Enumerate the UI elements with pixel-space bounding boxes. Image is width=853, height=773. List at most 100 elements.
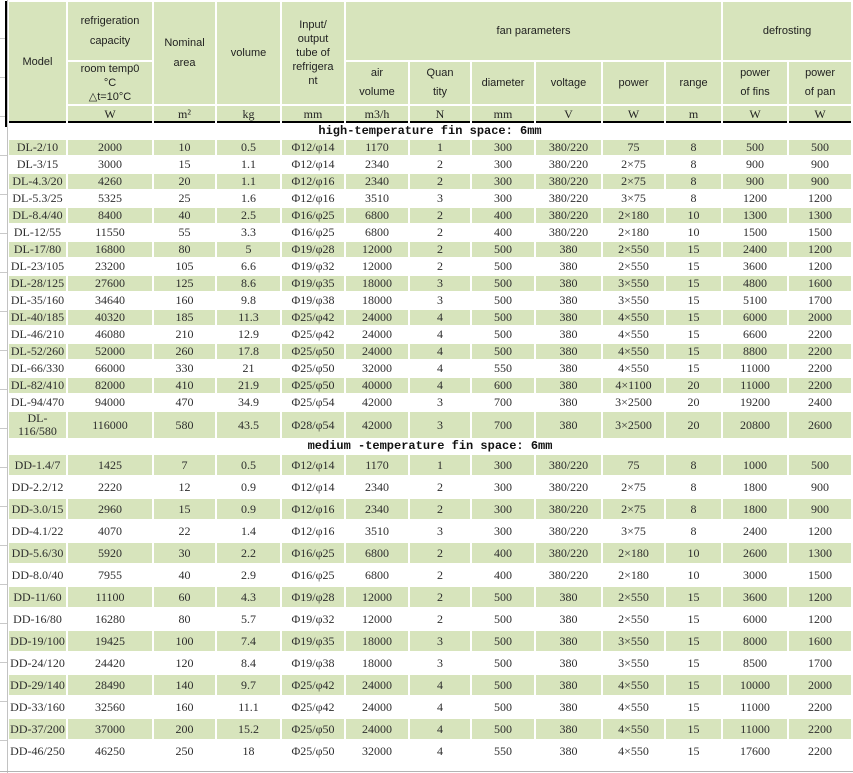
value-cell: 4260 xyxy=(68,174,152,189)
value-cell: 380 xyxy=(536,587,601,607)
value-cell: 18000 xyxy=(362,655,392,670)
value-cell: 1300 xyxy=(723,208,788,223)
value-cell: Φ19/φ28 xyxy=(282,587,344,607)
value-cell: 11000 xyxy=(723,719,788,739)
value-cell: 2×75 xyxy=(621,157,646,171)
value-cell: 500 xyxy=(494,611,512,626)
value-cell: 12000 xyxy=(346,587,408,607)
value-cell: 2 xyxy=(410,174,470,189)
value-cell: 4 xyxy=(410,378,470,393)
value-cell: 6800 xyxy=(365,567,389,582)
value-cell: Φ25/φ50 xyxy=(282,378,344,393)
value-cell: Φ12/φ16 xyxy=(291,523,335,538)
model-cell: DL-35/160 xyxy=(10,293,65,307)
value-cell: 16280 xyxy=(95,611,125,626)
value-cell: 5 xyxy=(217,242,280,257)
value-cell: 0.5 xyxy=(217,140,280,155)
value-cell: 900 xyxy=(789,499,852,519)
header-row-sub: room temp0 °C △t=10°C air volume Quan ti… xyxy=(9,62,852,104)
unit-voltage: V xyxy=(536,106,601,123)
window-bottom-edge-line xyxy=(0,771,853,772)
table-row: DD-33/160 32560 160 11.1 Φ25/φ42 24000 4 500 380… xyxy=(9,697,851,717)
value-cell: 2 xyxy=(410,242,470,257)
value-cell: 24420 xyxy=(95,655,125,670)
value-cell: 82000 xyxy=(68,378,152,393)
value-cell: 550 xyxy=(494,361,512,375)
header-voltage: voltage xyxy=(536,62,601,104)
value-cell: 11100 xyxy=(68,587,152,607)
value-cell: 380 xyxy=(536,412,601,438)
value-cell: 380 xyxy=(559,655,578,670)
model-cell: DL-40/185 xyxy=(9,310,66,325)
model-cell: DL-52/260 xyxy=(9,344,66,359)
value-cell: 15 xyxy=(687,293,700,307)
table-row: DD-2.2/12 2220 12 0.9 Φ12/φ14 2340 2 300 380/220… xyxy=(9,477,851,497)
value-cell: 3510 xyxy=(365,523,389,538)
table-row: DL-35/160 34640 160 9.8 Φ19/φ38 18000 3 500 380 3… xyxy=(9,293,851,308)
value-cell: Φ16/φ25 xyxy=(282,208,344,223)
header-fan-parameters: fan parameters xyxy=(346,2,722,60)
value-cell: 6800 xyxy=(346,543,408,563)
value-cell: 500 xyxy=(494,327,512,341)
value-cell: Φ19/φ35 xyxy=(282,631,344,651)
table-row: DL-2/10 2000 10 0.5 Φ12/φ14 1170 1 300 380/220 75… xyxy=(9,140,852,155)
table-row: DL-52/260 52000 260 17.8 Φ25/φ50 24000 4 500 380… xyxy=(9,344,852,359)
model-cell: DD-19/100 xyxy=(9,631,66,651)
value-cell: 42000 xyxy=(362,395,392,409)
value-cell: 8 xyxy=(666,174,722,189)
value-cell: 15 xyxy=(666,310,722,325)
value-cell: 8.4 xyxy=(241,655,256,670)
model-cell: DD-37/200 xyxy=(9,719,66,739)
table-row: DD-8.0/40 7955 40 2.9 Φ16/φ25 6800 2 400 380/220… xyxy=(9,565,851,585)
value-cell: 12.9 xyxy=(238,327,259,341)
value-cell: 60 xyxy=(154,587,215,607)
value-cell: 8 xyxy=(690,191,697,205)
unit-area: m² xyxy=(154,106,215,123)
value-cell: 8 xyxy=(666,455,722,475)
value-cell: 700 xyxy=(494,395,512,409)
value-cell: 4×550 xyxy=(618,361,649,375)
value-cell: 40320 xyxy=(68,310,152,325)
value-cell: 160 xyxy=(175,293,194,307)
value-cell: Φ25/φ50 xyxy=(291,361,335,375)
value-cell: 24000 xyxy=(346,310,408,325)
section-label: high-temperature fin space: 6mm xyxy=(9,125,852,138)
value-cell: 4.3 xyxy=(217,587,280,607)
value-cell: 380 xyxy=(559,611,578,626)
value-cell: 125 xyxy=(154,276,215,291)
value-cell: 300 xyxy=(472,140,534,155)
value-cell: 6000 xyxy=(743,611,768,626)
header-volume: volume xyxy=(217,2,280,104)
value-cell: 4×550 xyxy=(618,699,649,714)
section-row: high-temperature fin space: 6mm xyxy=(9,125,852,138)
value-cell: 15 xyxy=(687,259,700,273)
value-cell: 3600 xyxy=(723,587,788,607)
value-cell: 500 xyxy=(472,242,534,257)
value-cell: 15.2 xyxy=(217,719,280,739)
value-cell: 40 xyxy=(154,208,215,223)
section-row: medium -temperature fin space: 6mm xyxy=(9,440,852,453)
value-cell: 2×550 xyxy=(618,259,649,273)
value-cell: 4 xyxy=(437,743,443,758)
header-power-of-pan: power of pan xyxy=(789,62,852,104)
value-cell: 3000 xyxy=(743,567,768,582)
value-cell: 116000 xyxy=(68,412,152,438)
value-cell: 380 xyxy=(559,395,578,409)
value-cell: 0.9 xyxy=(217,499,280,519)
value-cell: 15 xyxy=(687,699,700,714)
value-cell: 6800 xyxy=(365,225,389,239)
value-cell: 6600 xyxy=(743,327,768,341)
value-cell: 8 xyxy=(666,140,722,155)
value-cell: 1800 xyxy=(743,479,768,494)
table-row: DD-5.6/30 5920 30 2.2 Φ16/φ25 6800 2 400 380/220… xyxy=(9,543,852,563)
value-cell: 5920 xyxy=(68,543,152,563)
value-cell: 2340 xyxy=(365,157,389,171)
value-cell: 2×180 xyxy=(603,543,664,563)
value-cell: 94000 xyxy=(95,395,125,409)
header-power-of-fins: power of fins xyxy=(723,62,788,104)
model-cell: DD-11/60 xyxy=(9,587,66,607)
value-cell: 300 xyxy=(494,191,512,205)
value-cell: 6000 xyxy=(723,310,788,325)
table-header: Model refrigeration capacity Nominal are… xyxy=(9,2,852,123)
value-cell: 10000 xyxy=(723,675,788,695)
